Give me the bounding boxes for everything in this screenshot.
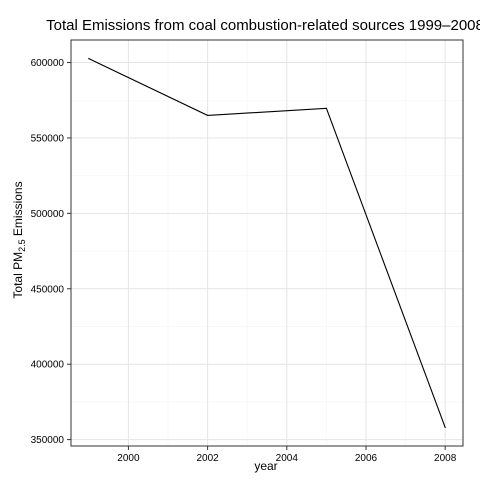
data-point (325, 107, 327, 109)
series-layer (88, 57, 446, 429)
data-point (88, 57, 90, 60)
data-point (207, 114, 209, 117)
grid (71, 40, 463, 446)
x-tick-label: 2000 (117, 453, 140, 464)
x-axis: 2000 2002 2004 2006 2008 (117, 446, 457, 464)
x-tick-label: 2008 (434, 453, 457, 464)
x-axis-label: year (254, 459, 277, 473)
y-axis: 350000 400000 450000 500000 550000 600000 (31, 58, 71, 446)
series-line (88, 58, 446, 428)
y-tick-label: 550000 (31, 133, 65, 144)
chart-title: Total Emissions from coal combustion-rel… (46, 17, 480, 34)
x-tick-label: 2002 (196, 453, 219, 464)
y-tick-label: 400000 (31, 360, 65, 371)
plot-panel (70, 39, 464, 447)
x-tick-label: 2006 (355, 453, 378, 464)
x-tick-label: 2004 (276, 453, 299, 464)
y-tick-label: 600000 (31, 58, 65, 69)
y-axis-label: Total PM2.5 Emissions (11, 181, 27, 298)
y-tick-label: 350000 (31, 435, 65, 446)
data-point (444, 426, 446, 429)
y-tick-label: 500000 (31, 209, 65, 220)
y-tick-label: 450000 (31, 284, 65, 295)
